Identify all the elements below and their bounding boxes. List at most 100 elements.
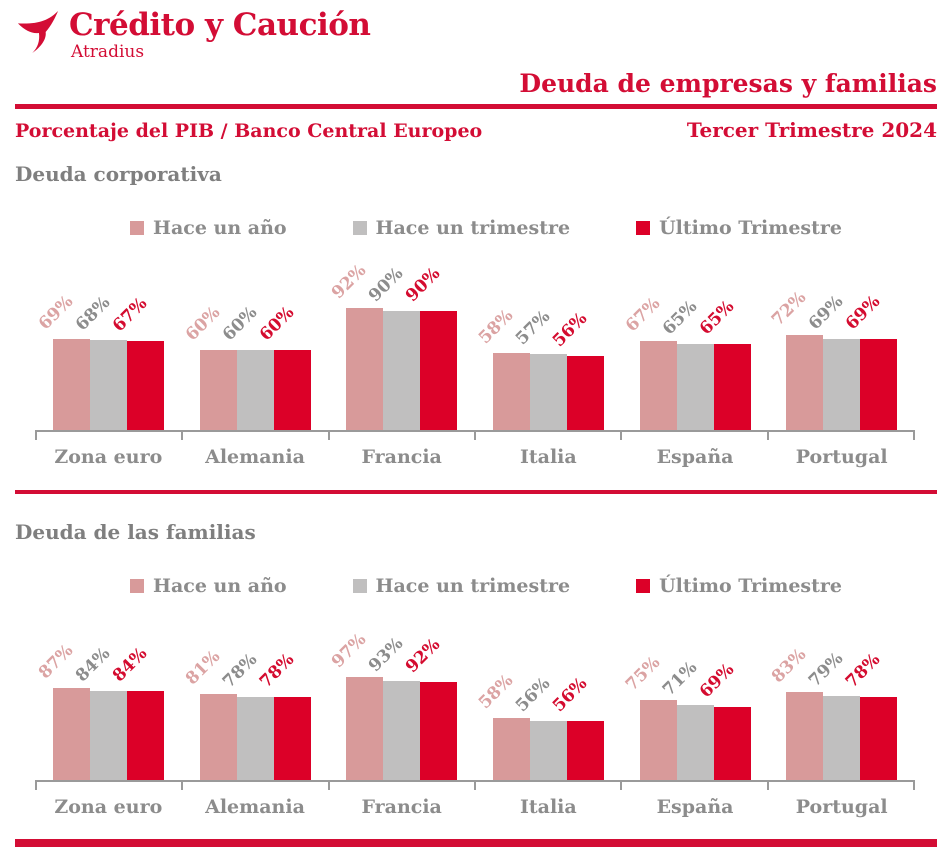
bar-value-label: 69% bbox=[695, 659, 738, 702]
subheader: Porcentaje del PIB / Banco Central Europ… bbox=[15, 118, 937, 142]
axis-tick-cell bbox=[766, 782, 915, 790]
bar-value-label: 97% bbox=[328, 629, 371, 672]
bar-value-label: 93% bbox=[365, 633, 408, 676]
bar-value-label: 92% bbox=[328, 260, 371, 303]
category-labels-corporate: Zona euro Alemania Francia Italia España Port… bbox=[35, 440, 915, 472]
category-label: Portugal bbox=[795, 796, 888, 818]
bar-value-label: 60% bbox=[181, 302, 224, 345]
bar-ultimo-trimestre: 65% bbox=[695, 297, 751, 430]
bar-hace-un-trimestre: 56% bbox=[512, 674, 567, 780]
legend-swatch-hace-un-ano bbox=[130, 221, 144, 235]
category-label: Italia bbox=[519, 446, 577, 468]
bar-ultimo-trimestre: 78% bbox=[842, 650, 898, 780]
logo-title: Crédito y Caución bbox=[69, 7, 371, 43]
legend-item-hace-un-ano: Hace un año bbox=[130, 217, 287, 239]
axis-tick-cell bbox=[35, 432, 181, 440]
bar-value-label: 90% bbox=[402, 263, 445, 306]
bar-hace-un-trimestre: 65% bbox=[658, 297, 714, 430]
bar-hace-un-ano: 87% bbox=[35, 641, 90, 780]
bar-hace-un-ano: 83% bbox=[768, 645, 824, 780]
bar-ultimo-trimestre: 56% bbox=[549, 309, 604, 430]
bar-group: 67% 65% 65% bbox=[621, 294, 769, 430]
axis-tick-cell bbox=[327, 432, 474, 440]
legend-families: Hace un año Hace un trimestre Último Trime… bbox=[15, 574, 937, 598]
bar-group: 69% 68% 67% bbox=[35, 292, 182, 430]
bar-ultimo-trimestre: 69% bbox=[695, 660, 751, 780]
bar-hace-un-trimestre: 78% bbox=[218, 650, 274, 780]
bar-value-label: 58% bbox=[474, 670, 517, 713]
legend-label: Hace un año bbox=[153, 575, 287, 597]
bar-ultimo-trimestre: 56% bbox=[549, 674, 604, 780]
header-rule bbox=[15, 104, 937, 109]
bar-group: 83% 79% 78% bbox=[768, 645, 915, 780]
bar-value-label: 56% bbox=[548, 308, 591, 351]
bar-ultimo-trimestre: 67% bbox=[109, 294, 164, 430]
bar-value-label: 71% bbox=[658, 657, 701, 700]
category-label: Francia bbox=[361, 446, 442, 468]
bar-ultimo-trimestre: 69% bbox=[842, 292, 898, 430]
axis-tick-cell bbox=[181, 782, 327, 790]
category-label: Alemania bbox=[205, 796, 305, 818]
bar-value-label: 78% bbox=[218, 649, 261, 692]
chart-section-corporate: Deuda corporativa Hace un año Hace un tri… bbox=[15, 142, 937, 472]
legend-swatch-ultimo-trimestre bbox=[636, 221, 651, 235]
bar-value-label: 67% bbox=[621, 293, 664, 336]
bar-group: 87% 84% 84% bbox=[35, 641, 182, 780]
logo: Crédito y Caución Atradius bbox=[15, 8, 937, 66]
axis-tick-cell bbox=[473, 432, 620, 440]
axis-tick-cell bbox=[35, 782, 181, 790]
x-axis-families bbox=[35, 780, 915, 790]
logo-text: Crédito y Caución Atradius bbox=[69, 7, 371, 62]
legend-item-hace-un-trimestre: Hace un trimestre bbox=[352, 217, 571, 239]
bar-value-label: 67% bbox=[108, 293, 151, 336]
axis-tick-cell bbox=[620, 782, 766, 790]
bar-value-label: 78% bbox=[842, 649, 885, 692]
bar-hace-un-trimestre: 79% bbox=[805, 649, 861, 780]
bar-group: 92% 90% 90% bbox=[328, 261, 475, 430]
bar-group: 97% 93% 92% bbox=[328, 630, 475, 780]
bar-hace-un-ano: 97% bbox=[328, 630, 384, 780]
axis-tick-cell bbox=[327, 782, 474, 790]
bar-hace-un-ano: 75% bbox=[621, 653, 677, 780]
bar-value-label: 75% bbox=[621, 652, 664, 695]
axis-tick-cell bbox=[620, 432, 766, 440]
legend-label: Último Trimestre bbox=[659, 575, 842, 597]
legend-swatch-ultimo-trimestre bbox=[636, 579, 651, 593]
section-divider bbox=[15, 490, 937, 494]
bar-hace-un-trimestre: 68% bbox=[72, 293, 127, 430]
category-label: Francia bbox=[361, 796, 442, 818]
x-axis-corporate bbox=[35, 430, 915, 440]
bar-value-label: 81% bbox=[181, 646, 224, 689]
chart-title-families: Deuda de las familias bbox=[15, 520, 256, 544]
axis-tick-cell bbox=[181, 432, 327, 440]
bar-value-label: 72% bbox=[768, 287, 811, 330]
bar-value-label: 79% bbox=[805, 648, 848, 691]
bar-hace-un-ano: 69% bbox=[35, 292, 90, 430]
source-label: Porcentaje del PIB / Banco Central Europ… bbox=[15, 120, 483, 142]
bar-group: 75% 71% 69% bbox=[621, 653, 769, 780]
category-label: España bbox=[656, 446, 734, 468]
bar-group: 58% 57% 56% bbox=[475, 306, 622, 430]
bar-value-label: 56% bbox=[511, 673, 554, 716]
bar-hace-un-trimestre: 57% bbox=[512, 307, 567, 430]
logo-subtitle: Atradius bbox=[71, 42, 145, 62]
category-labels-families: Zona euro Alemania Francia Italia España Port… bbox=[35, 790, 915, 822]
bar-value-label: 84% bbox=[108, 643, 151, 686]
plot-corporate: 69% 68% 67% 60% 60% 60% 92% 90% 90% 58% 57% 56% 67% 6… bbox=[35, 244, 915, 430]
header: Crédito y Caución Atradius Deuda de empr… bbox=[15, 8, 937, 142]
bar-value-label: 57% bbox=[511, 306, 554, 349]
bar-group: 58% 56% 56% bbox=[475, 671, 622, 780]
bar-value-label: 92% bbox=[402, 634, 445, 677]
bar-hace-un-trimestre: 69% bbox=[805, 292, 861, 430]
category-label: Portugal bbox=[795, 446, 888, 468]
credito-y-caucion-logo-icon bbox=[17, 10, 59, 54]
bar-hace-un-trimestre: 71% bbox=[658, 658, 714, 780]
chart-title-corporate: Deuda corporativa bbox=[15, 162, 222, 186]
legend-label: Hace un año bbox=[153, 217, 287, 239]
legend-swatch-hace-un-ano bbox=[130, 579, 144, 593]
plot-families: 87% 84% 84% 81% 78% 78% 97% 93% 92% 58% 56% 56% 75% 7… bbox=[35, 602, 915, 780]
bar-group: 72% 69% 69% bbox=[768, 288, 915, 430]
legend-item-hace-un-ano: Hace un año bbox=[130, 575, 287, 597]
legend-label: Hace un trimestre bbox=[375, 217, 571, 239]
bar-hace-un-ano: 58% bbox=[475, 306, 530, 430]
